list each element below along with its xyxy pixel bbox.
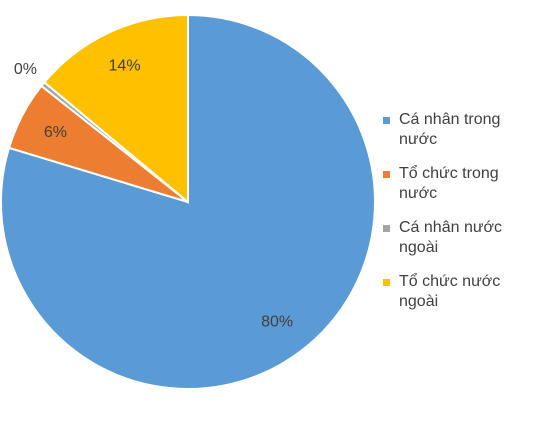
legend-item: Cá nhân trong nước	[383, 110, 524, 150]
legend-label: Cá nhân nước ngoài	[399, 219, 503, 256]
legend-swatch	[383, 171, 390, 178]
legend-item: Cá nhân nước ngoài	[383, 218, 524, 258]
data-label: 0%	[14, 61, 37, 78]
legend-label: Tổ chức trong nước	[399, 165, 499, 202]
pie-slice	[42, 13, 189, 205]
data-label: 14%	[109, 58, 141, 75]
chart: 80% 6% 0% 14%	[0, 13, 376, 390]
legend-label: Tổ chức nước ngoài	[399, 273, 501, 310]
legend-item: Tổ chức trong nước	[383, 164, 524, 204]
legend-label: Cá nhân trong nước	[399, 111, 501, 148]
legend: Cá nhân trong nước Tổ chức trong nước Cá n…	[383, 110, 533, 326]
legend-swatch	[383, 279, 390, 286]
legend-item: Tổ chức nước ngoài	[383, 272, 524, 312]
legend-swatch	[383, 225, 390, 232]
data-label: 80%	[261, 313, 293, 330]
legend-swatch	[383, 117, 390, 124]
data-label: 6%	[44, 124, 67, 141]
